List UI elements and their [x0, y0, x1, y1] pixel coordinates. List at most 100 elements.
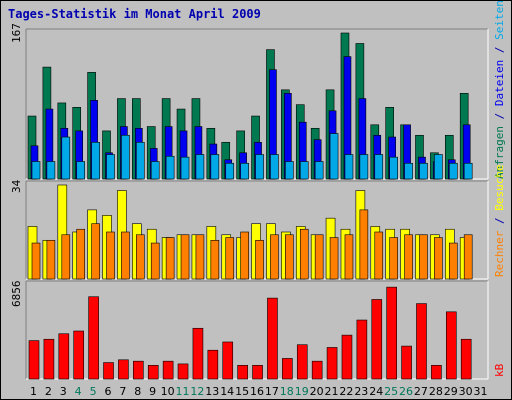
bar-seiten-14 — [225, 162, 235, 180]
x-tick-label-18: 18 — [280, 385, 294, 398]
bar-seiten-21 — [329, 133, 339, 180]
bar-kb-23 — [356, 319, 368, 380]
bar-kb-24 — [371, 299, 383, 380]
bar-rechner-21 — [329, 237, 339, 280]
bar-seiten-9 — [150, 161, 160, 180]
bar-rechner-14 — [225, 237, 235, 280]
bar-kb-7 — [118, 359, 129, 380]
bar-rechner-20 — [314, 234, 324, 280]
x-tick-label-6: 6 — [104, 385, 111, 398]
bar-seiten-24 — [374, 154, 384, 180]
bar-seiten-16 — [255, 154, 264, 180]
bar-rechner-4 — [76, 228, 86, 280]
bar-kb-11 — [177, 363, 189, 380]
x-tick-label-16: 16 — [250, 385, 264, 398]
bar-seiten-10 — [165, 155, 175, 180]
bar-kb-2 — [43, 338, 55, 380]
bar-seiten-19 — [299, 161, 309, 180]
bar-rechner-23 — [359, 209, 369, 280]
x-tick-label-30: 30 — [459, 385, 473, 398]
bar-kb-9 — [147, 364, 159, 380]
x-tick-label-3: 3 — [60, 385, 67, 398]
bar-rechner-29 — [448, 242, 458, 280]
bar-kb-27 — [416, 303, 427, 380]
x-tick-label-28: 28 — [429, 385, 443, 398]
bar-kb-29 — [445, 311, 457, 380]
bar-kb-4 — [73, 330, 85, 380]
bar-rechner-9 — [150, 242, 160, 280]
bar-seiten-6 — [106, 154, 115, 180]
x-tick-label-15: 15 — [235, 385, 249, 398]
x-tick-label-29: 29 — [444, 385, 458, 398]
bar-kb-28 — [431, 364, 442, 380]
bar-rechner-26 — [404, 234, 413, 280]
bar-kb-13 — [207, 349, 219, 380]
bar-seiten-17 — [270, 154, 279, 180]
x-tick-label-11: 11 — [175, 385, 189, 398]
x-tick-label-26: 26 — [399, 385, 413, 398]
x-tick-label-12: 12 — [190, 385, 204, 398]
bar-kb-26 — [401, 345, 412, 380]
bar-rechner-25 — [389, 237, 398, 280]
bar-seiten-30 — [463, 162, 473, 180]
bar-seiten-29 — [448, 162, 458, 180]
bar-seiten-27 — [419, 162, 428, 180]
bar-kb-20 — [311, 360, 323, 380]
x-tick-label-22: 22 — [339, 385, 353, 398]
bar-rechner-5 — [91, 223, 100, 280]
bar-seiten-26 — [404, 162, 413, 180]
bar-rechner-3 — [61, 234, 71, 280]
bar-rechner-12 — [195, 234, 205, 280]
x-tick-label-31: 31 — [474, 385, 488, 398]
bar-seiten-7 — [121, 134, 130, 180]
bar-kb-8 — [133, 360, 144, 380]
bar-kb-6 — [103, 362, 114, 380]
bar-seiten-23 — [359, 154, 369, 180]
bar-seiten-20 — [314, 161, 324, 180]
bar-rechner-17 — [270, 234, 279, 280]
bar-kb-18 — [282, 358, 293, 380]
x-tick-label-1: 1 — [30, 385, 37, 398]
bar-seiten-8 — [136, 141, 145, 180]
x-tick-label-14: 14 — [220, 385, 234, 398]
bar-seiten-12 — [195, 154, 205, 180]
bar-kb-25 — [386, 286, 397, 380]
bar-kb-15 — [237, 364, 248, 380]
x-tick-label-19: 19 — [295, 385, 309, 398]
bar-kb-22 — [341, 334, 353, 380]
bar-kb-21 — [326, 347, 338, 380]
chart-title: Tages-Statistik im Monat April 2009 — [8, 7, 261, 21]
x-tick-label-20: 20 — [310, 385, 324, 398]
x-tick-label-2: 2 — [45, 385, 52, 398]
bar-seiten-15 — [240, 162, 249, 180]
x-tick-label-27: 27 — [414, 385, 428, 398]
bar-rechner-22 — [344, 234, 354, 280]
x-tick-label-23: 23 — [354, 385, 368, 398]
bar-rechner-18 — [285, 234, 294, 280]
bar-seiten-1 — [31, 161, 41, 180]
bar-kb-17 — [267, 297, 278, 380]
bar-seiten-25 — [389, 156, 398, 180]
bar-kb-12 — [192, 327, 204, 380]
bar-kb-10 — [162, 360, 174, 380]
x-tick-label-13: 13 — [205, 385, 219, 398]
bar-rechner-16 — [255, 239, 264, 280]
bar-kb-3 — [58, 333, 70, 380]
x-tick-label-21: 21 — [325, 385, 339, 398]
bar-kb-1 — [28, 340, 40, 380]
bar-rechner-30 — [463, 234, 473, 280]
bar-rechner-2 — [46, 239, 56, 280]
bar-rechner-13 — [210, 239, 220, 280]
bar-seiten-18 — [285, 161, 294, 180]
bar-seiten-3 — [61, 136, 71, 180]
bar-seiten-2 — [46, 161, 56, 180]
bar-seiten-5 — [91, 141, 100, 180]
x-tick-label-24: 24 — [369, 385, 383, 398]
x-tick-label-25: 25 — [384, 385, 398, 398]
bar-rechner-11 — [180, 234, 190, 280]
bar-rechner-7 — [121, 231, 130, 280]
x-tick-label-4: 4 — [75, 385, 82, 398]
x-tick-label-9: 9 — [149, 385, 156, 398]
